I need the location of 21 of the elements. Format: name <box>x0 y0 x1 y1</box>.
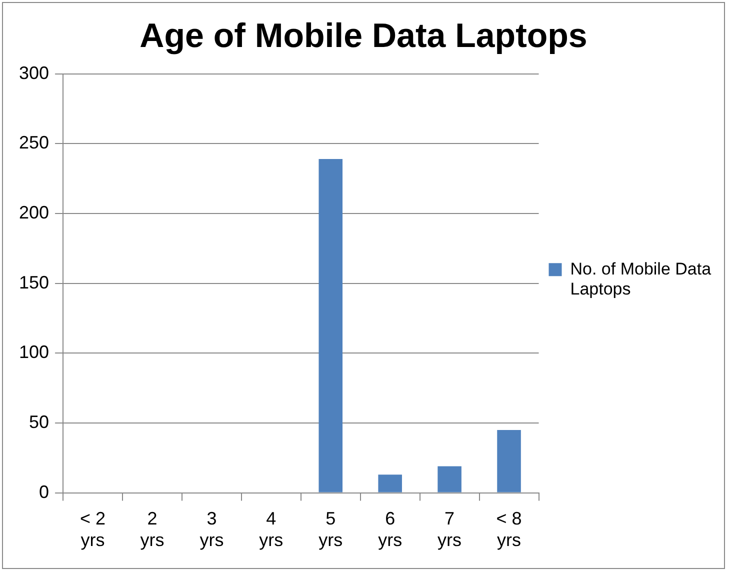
x-tick-label: 5 yrs <box>318 508 343 550</box>
y-tick-label: 150 <box>18 272 50 292</box>
x-tick-label: 6 yrs <box>378 508 402 550</box>
bar <box>438 466 462 492</box>
x-tick-label: 7 yrs <box>438 508 462 550</box>
y-tick-label: 300 <box>18 62 50 83</box>
x-tick-label: 4 yrs <box>259 508 284 550</box>
x-tick-label: < 8 yrs <box>496 508 522 550</box>
bar <box>318 158 343 492</box>
x-tick-label: 3 yrs <box>200 508 224 550</box>
y-tick-label: 50 <box>29 412 50 432</box>
chart-title: Age of Mobile Data Laptops <box>140 16 588 55</box>
y-tick-label: 250 <box>18 132 50 153</box>
x-tick-label: 2 yrs <box>140 508 164 550</box>
bar <box>378 474 402 492</box>
y-tick-label: 200 <box>18 202 50 222</box>
y-tick-label: 0 <box>39 482 50 502</box>
y-tick-label: 100 <box>18 342 50 362</box>
legend-label: No. of Mobile Data Laptops <box>570 259 712 299</box>
bar <box>497 430 521 492</box>
x-tick-label: < 2 yrs <box>80 508 106 550</box>
